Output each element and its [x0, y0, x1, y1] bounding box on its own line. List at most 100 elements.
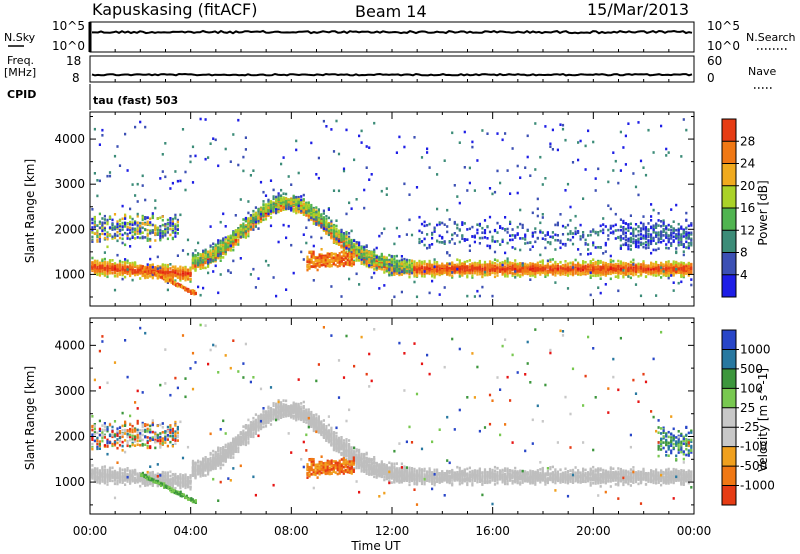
power-cell	[103, 257, 106, 261]
power-cell	[337, 152, 341, 156]
power-cell	[519, 268, 522, 271]
power-cell	[504, 265, 507, 268]
power-cell	[184, 273, 187, 276]
power-cell	[456, 266, 459, 269]
power-cell	[91, 229, 94, 233]
power-cell	[342, 244, 346, 247]
power-cell	[360, 249, 363, 253]
power-cell	[131, 217, 134, 221]
power-cell	[378, 263, 381, 266]
power-cell	[483, 219, 487, 222]
power-cell	[237, 228, 240, 232]
power-cell	[93, 271, 96, 275]
power-cell	[415, 274, 419, 277]
power-cell	[141, 235, 144, 239]
power-cell	[478, 268, 481, 271]
power-cell	[345, 246, 348, 250]
power-cell	[169, 223, 172, 227]
power-cell	[307, 207, 310, 210]
power-cell	[305, 226, 308, 229]
power-cell	[418, 271, 421, 275]
power-cell	[355, 253, 358, 257]
power-cell	[242, 229, 245, 232]
power-cell	[282, 206, 285, 210]
power-cell	[257, 210, 260, 213]
power-cell	[468, 244, 471, 248]
power-cell	[524, 272, 527, 275]
power-cell	[144, 270, 147, 273]
power-cell	[287, 200, 290, 204]
power-cell	[106, 174, 109, 178]
power-cell	[443, 223, 446, 226]
power-cell	[305, 241, 308, 245]
power-cell	[516, 264, 519, 268]
power-cell	[526, 263, 529, 267]
power-cell	[473, 240, 476, 244]
power-cell	[229, 244, 232, 247]
power-cell	[456, 267, 459, 271]
power-cell	[441, 271, 444, 275]
power-cell	[408, 193, 411, 196]
power-cell	[398, 262, 401, 266]
power-cell	[360, 256, 363, 259]
power-cell	[229, 241, 232, 244]
power-cell	[509, 238, 512, 242]
power-cell	[257, 208, 260, 211]
power-cell	[151, 216, 154, 220]
power-cell	[451, 274, 454, 278]
power-cell	[212, 251, 215, 255]
power-cell	[111, 271, 114, 275]
cpid-value: tau (fast) 503	[93, 94, 178, 107]
power-cell	[446, 267, 449, 270]
power-cell	[380, 252, 383, 256]
power-cell	[358, 241, 361, 244]
nsky-label: N.Sky	[4, 31, 36, 44]
power-cell	[483, 268, 487, 272]
power-cell	[106, 222, 109, 226]
power-cell	[433, 263, 436, 267]
power-cell	[244, 225, 247, 229]
power-cell	[96, 224, 99, 227]
power-cell	[149, 274, 152, 277]
power-cell	[471, 235, 474, 238]
power-cell	[456, 226, 459, 230]
power-cell	[509, 267, 512, 271]
power-cell	[118, 269, 122, 273]
power-cell	[166, 276, 169, 279]
power-cell	[385, 187, 388, 190]
power-cell	[136, 264, 139, 268]
power-cell	[194, 266, 197, 270]
power-cell	[93, 225, 96, 229]
power-cell	[247, 230, 250, 233]
power-cell	[116, 263, 119, 267]
power-cell	[171, 231, 174, 234]
power-cell	[176, 218, 179, 222]
power-cell	[375, 261, 378, 265]
power-cell	[156, 229, 159, 232]
power-cell	[252, 216, 255, 220]
power-cell	[129, 216, 132, 219]
power-cell	[166, 222, 169, 226]
power-cell	[443, 265, 446, 269]
power-cell	[191, 145, 195, 149]
power-cell	[365, 249, 368, 253]
power-cell	[446, 268, 449, 272]
power-cell	[496, 270, 499, 274]
power-cell	[420, 269, 424, 272]
power-cell	[116, 222, 119, 226]
power-cell	[403, 267, 406, 270]
power-cell	[488, 263, 492, 267]
power-cell	[98, 179, 101, 183]
power-cell	[400, 270, 403, 273]
power-cell	[471, 271, 474, 275]
power-cell	[234, 242, 237, 246]
power-cell	[501, 261, 504, 264]
power-cell	[141, 218, 144, 222]
power-cell	[393, 242, 396, 246]
power-cell	[136, 212, 139, 216]
power-cell	[504, 272, 507, 275]
power-cell	[408, 275, 411, 279]
power-cell	[146, 237, 149, 240]
power-cell	[408, 261, 411, 264]
power-cell	[488, 268, 492, 272]
